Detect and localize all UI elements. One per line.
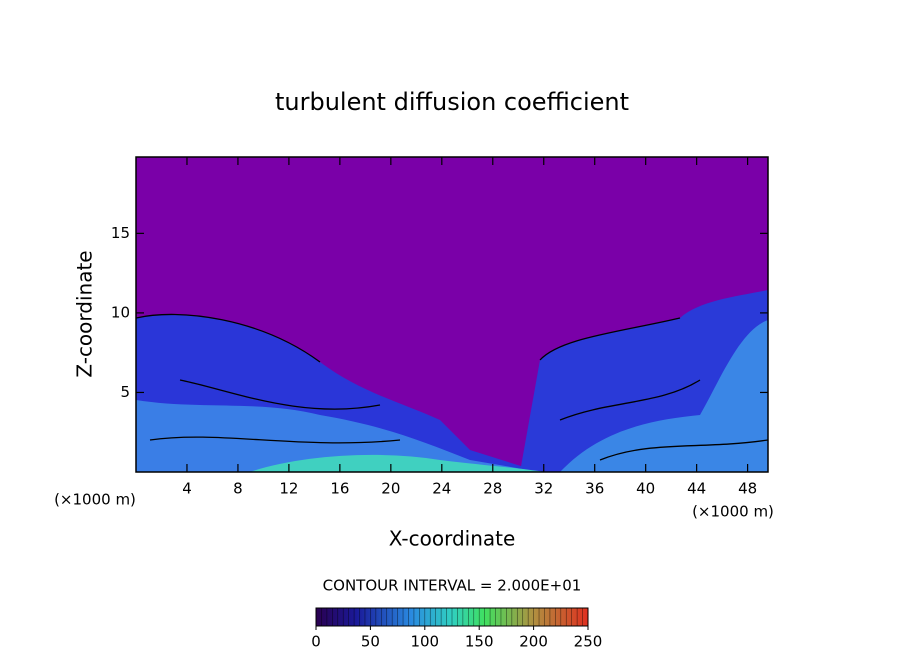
x-tick-label: 8 <box>233 480 243 498</box>
x-tick-label: 40 <box>636 480 655 498</box>
colorbar-tick-label: 50 <box>361 633 380 651</box>
x-tick-label: 20 <box>381 480 400 498</box>
field-blob <box>560 320 768 472</box>
x-tick-label: 44 <box>687 480 706 498</box>
y-unit: (×1000 m) <box>692 503 774 521</box>
x-tick-label: 28 <box>483 480 502 498</box>
x-tick-label: 12 <box>279 480 298 498</box>
plot-frame <box>135 156 769 473</box>
x-tick-label: 4 <box>182 480 192 498</box>
x-tick-label: 36 <box>585 480 604 498</box>
field <box>136 157 768 472</box>
colorbar-tick-label: 150 <box>465 633 494 651</box>
colorbar-tick-label: 200 <box>519 633 548 651</box>
colorbar-tick-label: 250 <box>574 633 603 651</box>
contour-interval: CONTOUR INTERVAL = 2.000E+01 <box>323 577 582 595</box>
field-blob <box>250 454 545 472</box>
chart-title: turbulent diffusion coefficient <box>275 88 629 116</box>
colorbar-tick-label: 100 <box>410 633 439 651</box>
colorbar-tick-label: 0 <box>311 633 321 651</box>
contour-line <box>136 313 768 461</box>
x-axis-label: X-coordinate <box>389 527 516 551</box>
x-tick-label: 24 <box>432 480 451 498</box>
x-unit: (×1000 m) <box>54 491 136 509</box>
field-blob <box>136 400 540 472</box>
x-tick-label: 32 <box>534 480 553 498</box>
x-tick-label: 48 <box>738 480 757 498</box>
y-tick-label: 5 <box>120 383 130 401</box>
y-axis-label: Z-coordinate <box>73 250 97 377</box>
y-tick-label: 10 <box>111 303 130 321</box>
x-tick-label: 16 <box>330 480 349 498</box>
y-tick-label: 15 <box>111 224 130 242</box>
